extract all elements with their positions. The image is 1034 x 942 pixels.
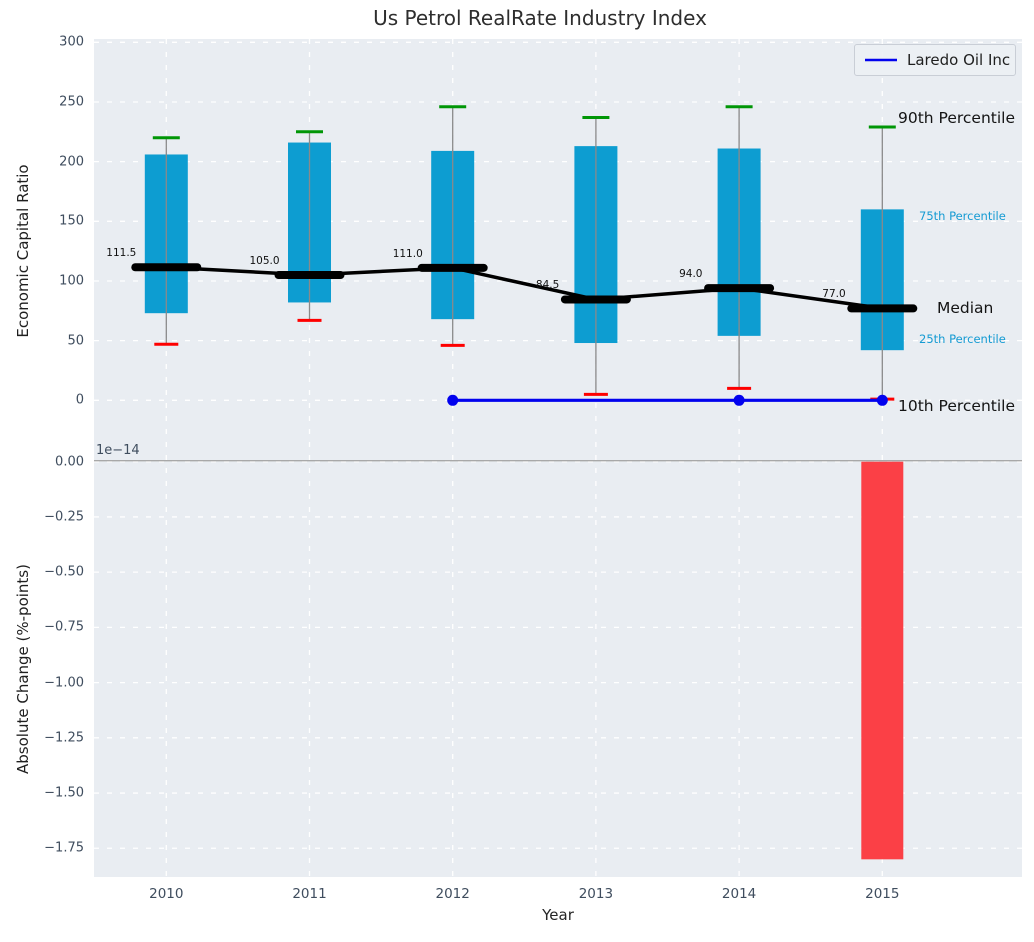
laredo-marker-2012 — [447, 394, 459, 406]
chart-title: Us Petrol RealRate Industry Index — [373, 6, 707, 30]
annotation-10th-percentile: 10th Percentile — [898, 397, 1016, 416]
annotation-75th-percentile: 75th Percentile — [919, 209, 1006, 224]
legend: Laredo Oil Inc — [854, 44, 1016, 76]
y-tick-label: 300 — [59, 34, 84, 50]
y-tick-label: −0.75 — [44, 619, 84, 635]
legend-label: Laredo Oil Inc — [907, 51, 1011, 69]
annotation-90th-percentile: 90th Percentile — [898, 109, 1016, 128]
median-line — [166, 265, 883, 311]
axis-scale-offset-label: 1e−14 — [96, 443, 140, 458]
y-tick-label: −1.25 — [44, 730, 84, 746]
laredo-marker-2015 — [876, 394, 888, 406]
median-value-label-2011: 105.0 — [249, 255, 280, 267]
x-tick-label: 2013 — [578, 886, 614, 902]
top-y-axis-label: Economic Capital Ratio — [14, 164, 32, 338]
annotation-median: Median — [937, 299, 994, 318]
y-tick-label: 250 — [59, 94, 84, 110]
median-value-label-2012: 111.0 — [392, 247, 423, 260]
y-tick-label: −1.00 — [44, 675, 84, 691]
x-tick-label: 2010 — [149, 886, 184, 902]
y-tick-label: −1.75 — [44, 840, 84, 856]
median-value-label-2015: 77.0 — [822, 288, 846, 301]
y-tick-label: −0.25 — [44, 509, 84, 525]
change-bar-2015 — [861, 461, 904, 860]
median-value-label-2013: 84.5 — [535, 279, 560, 292]
x-tick-label: 2014 — [721, 886, 757, 902]
median-value-label-2010: 111.5 — [106, 247, 137, 260]
y-tick-label: 50 — [67, 333, 84, 349]
y-tick-label: 0.00 — [55, 454, 84, 470]
y-tick-label: 150 — [59, 213, 84, 229]
x-tick-label: 2012 — [435, 886, 470, 902]
median-value-label-2014: 94.0 — [679, 268, 703, 281]
y-tick-label: 200 — [59, 154, 84, 170]
y-tick-label: −0.50 — [44, 564, 84, 580]
x-tick-label: 2011 — [292, 886, 327, 902]
legend-line-sample — [865, 58, 897, 62]
annotation-25th-percentile: 25th Percentile — [919, 332, 1006, 347]
bottom-y-axis-label: Absolute Change (%-points) — [14, 564, 32, 774]
x-tick-label: 2015 — [865, 886, 900, 902]
y-tick-label: 0 — [75, 392, 84, 408]
y-tick-label: 100 — [59, 273, 84, 289]
laredo-marker-2014 — [733, 394, 745, 406]
x-axis-label: Year — [542, 906, 574, 924]
y-tick-label: −1.50 — [44, 785, 84, 801]
